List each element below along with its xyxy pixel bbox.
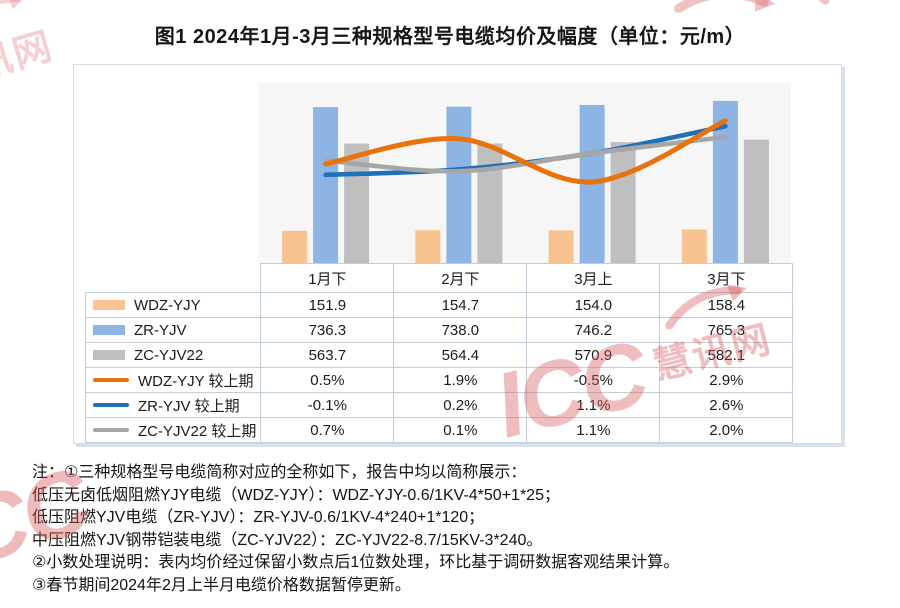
value-cell: 2.0%	[659, 417, 794, 443]
table-row: ZR-YJV 736.3 738.0 746.2 765.3	[84, 317, 794, 343]
figure-title: 图1 2024年1月-3月三种规格型号电缆均价及幅度（单位：元/m）	[154, 26, 746, 48]
legend-cell-WDZ-YJY: WDZ-YJY	[84, 292, 262, 318]
column-header-3月下: 3月下	[659, 263, 794, 293]
column-header-1月下: 1月下	[260, 263, 395, 293]
value-cell: 738.0	[393, 317, 528, 343]
line-swatch-icon	[93, 428, 129, 432]
value-cell: 154.7	[393, 292, 528, 318]
column-header-2月下: 2月下	[393, 263, 528, 293]
value-cell: 564.4	[393, 342, 528, 368]
value-cell: 0.5%	[260, 367, 395, 393]
table-row: WDZ-YJY 151.9 154.7 154.0 158.4	[84, 292, 794, 318]
value-cell: 736.3	[260, 317, 395, 343]
bar-ZC-YJV22-3月下	[743, 139, 769, 263]
chart-panel: 1月下 2月下 3月上 3月下 WDZ-YJY 151.9 154.7 154.0 158.4…	[73, 64, 842, 444]
value-cell: -0.1%	[260, 392, 395, 418]
bar-WDZ-YJY-3月上	[548, 230, 574, 263]
value-cell: 1.1%	[526, 417, 661, 443]
table-row: ZC-YJV22 较上期 0.7% 0.1% 1.1% 2.0%	[84, 417, 794, 443]
legend-cell-WDZ-YJY 较上期: WDZ-YJY 较上期	[84, 367, 262, 393]
footnote-line: ②小数处理说明：表内均价经过保留小数点后1位数处理，环比基于调研数据客观结果计算…	[32, 554, 680, 571]
value-cell: 570.9	[526, 342, 661, 368]
value-cell: 151.9	[260, 292, 395, 318]
series-label: ZC-YJV22	[134, 346, 204, 364]
bar-WDZ-YJY-1月下	[282, 230, 308, 263]
footnote-line: 注：①三种规格型号电缆简称对应的全称如下，报告中均以简称展示：	[32, 464, 527, 481]
combo-chart	[282, 100, 769, 263]
value-cell: 1.9%	[393, 367, 528, 393]
bar-swatch-icon	[93, 350, 125, 360]
series-label: ZC-YJV22 较上期	[138, 422, 257, 440]
bar-ZC-YJV22-3月上	[610, 142, 636, 263]
value-cell: 1.1%	[526, 392, 661, 418]
table-row: ZC-YJV22 563.7 564.4 570.9 582.1	[84, 342, 794, 368]
table-row: WDZ-YJY 较上期 0.5% 1.9% -0.5% 2.9%	[84, 367, 794, 393]
value-cell: 0.7%	[260, 417, 395, 443]
series-label: ZR-YJV 较上期	[138, 397, 240, 415]
table-corner-blank	[86, 264, 261, 293]
value-cell: 765.3	[659, 317, 794, 343]
value-cell: 582.1	[659, 342, 794, 368]
value-cell: 154.0	[526, 292, 661, 318]
value-cell: 746.2	[526, 317, 661, 343]
bar-swatch-icon	[93, 325, 125, 335]
value-cell: 563.7	[260, 342, 395, 368]
legend-cell-ZC-YJV22: ZC-YJV22	[84, 342, 262, 368]
series-label: WDZ-YJY	[134, 296, 201, 314]
bar-ZC-YJV22-2月下	[477, 143, 503, 263]
value-cell: 0.2%	[393, 392, 528, 418]
table-row: ZR-YJV 较上期 -0.1% 0.2% 1.1% 2.6%	[84, 392, 794, 418]
value-cell: 158.4	[659, 292, 794, 318]
column-header-3月上: 3月上	[526, 263, 661, 293]
bar-WDZ-YJY-2月下	[415, 230, 441, 263]
line-swatch-icon	[93, 378, 129, 382]
legend-cell-ZR-YJV: ZR-YJV	[84, 317, 262, 343]
footnotes: 注：①三种规格型号电缆简称对应的全称如下，报告中均以简称展示： 低压无卤低烟阻燃Y…	[32, 462, 872, 597]
legend-cell-ZC-YJV22 较上期: ZC-YJV22 较上期	[84, 417, 262, 443]
legend-cell-ZR-YJV 较上期: ZR-YJV 较上期	[84, 392, 262, 418]
footnote-line: 低压阻燃YJV电缆（ZR-YJV）：ZR-YJV-0.6/1KV-4*240+1…	[32, 509, 485, 526]
line-swatch-icon	[93, 403, 129, 407]
value-cell: -0.5%	[526, 367, 661, 393]
footnote-line: 中压阻燃YJV钢带铠装电缆（ZC-YJV22）：ZC-YJV22-8.7/15K…	[32, 531, 543, 549]
footnote-line: ③春节期间2024年2月上半月电缆价格数据暂停更新。	[32, 576, 411, 594]
series-label: ZR-YJV	[134, 321, 187, 339]
combo-chart-plot-area	[258, 83, 791, 263]
bar-WDZ-YJY-3月下	[681, 229, 707, 263]
value-cell: 0.1%	[393, 417, 528, 443]
footnote-line: 低压无卤低烟阻燃YJY电缆（WDZ-YJY）：WDZ-YJY-0.6/1KV-4…	[32, 486, 560, 504]
table-header-row: 1月下 2月下 3月上 3月下	[86, 263, 794, 293]
value-cell: 2.9%	[659, 367, 794, 393]
bar-ZR-YJV-1月下	[313, 107, 339, 263]
line-WDZ-YJY 较上期	[323, 118, 728, 185]
bar-swatch-icon	[93, 300, 125, 310]
data-table: 1月下 2月下 3月上 3月下 WDZ-YJY 151.9 154.7 154.0 158.4…	[84, 263, 794, 443]
bar-ZR-YJV-2月下	[446, 106, 472, 263]
value-cell: 2.6%	[659, 392, 794, 418]
series-label: WDZ-YJY 较上期	[138, 372, 254, 390]
